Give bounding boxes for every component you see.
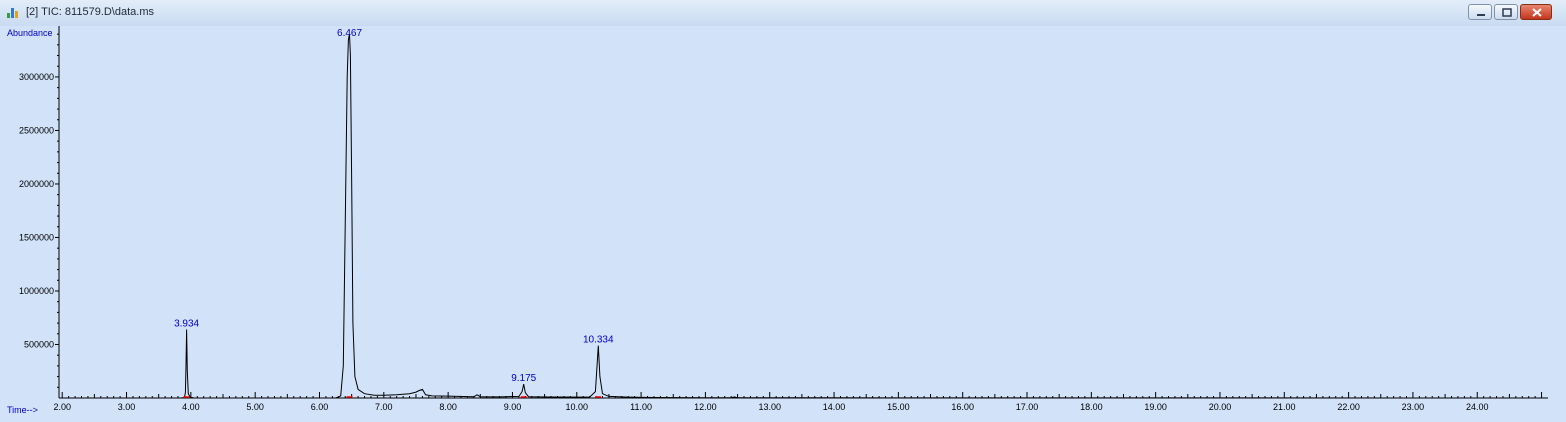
title-bar[interactable]: [2] TIC: 811579.D\data.ms	[0, 0, 1566, 27]
x-tick-label: 9.00	[504, 402, 522, 412]
y-axis-label: Abundance	[7, 28, 53, 38]
x-tick-label: 18.00	[1080, 402, 1103, 412]
x-tick-label: 24.00	[1466, 402, 1489, 412]
restore-button[interactable]	[1494, 4, 1518, 20]
x-tick-label: 12.00	[694, 402, 717, 412]
x-axis-label: Time-->	[7, 405, 38, 415]
x-tick-label: 13.00	[758, 402, 781, 412]
y-tick-label: 2500000	[19, 125, 54, 135]
chromatogram-chart: 500000 1000000 1500000 2000000 2500000 300000…	[7, 26, 1549, 415]
y-tick-label: 500000	[24, 339, 54, 349]
peak-label: 3.934	[174, 319, 199, 330]
x-tick-label: 22.00	[1337, 402, 1360, 412]
x-tick-label: 17.00	[1016, 402, 1039, 412]
y-tick-label: 1000000	[19, 286, 54, 296]
y-tick-label: 1500000	[19, 232, 54, 242]
x-tick-label: 16.00	[951, 402, 974, 412]
y-tick-label: 2000000	[19, 179, 54, 189]
peak-label: 9.175	[511, 373, 536, 384]
x-tick-label: 19.00	[1144, 402, 1167, 412]
x-tick-label: 6.00	[311, 402, 329, 412]
y-tick-label: 3000000	[19, 72, 54, 82]
chromatogram-plot[interactable]: 500000 1000000 1500000 2000000 2500000 300000…	[0, 26, 1566, 422]
minimize-button[interactable]	[1468, 4, 1492, 20]
x-tick-label: 20.00	[1209, 402, 1232, 412]
x-tick-label: 7.00	[375, 402, 393, 412]
peak-label: 6.467	[337, 28, 362, 39]
close-icon	[1532, 8, 1542, 17]
x-tick-label: 21.00	[1273, 402, 1296, 412]
window-title: [2] TIC: 811579.D\data.ms	[26, 6, 154, 18]
chromatogram-icon	[7, 8, 18, 18]
x-tick-label: 23.00	[1402, 402, 1425, 412]
peak-label: 10.334	[583, 335, 614, 346]
x-tick-label: 15.00	[887, 402, 910, 412]
x-tick-label: 10.00	[566, 402, 589, 412]
close-button[interactable]	[1520, 4, 1552, 20]
tic-trace-line	[59, 34, 1549, 399]
restore-icon	[1502, 8, 1512, 17]
x-tick-label: 14.00	[823, 402, 846, 412]
x-tick-label: 11.00	[630, 402, 652, 412]
minimize-icon	[1477, 14, 1485, 16]
x-tick-label: 8.00	[439, 402, 457, 412]
x-tick-label: 3.00	[118, 402, 136, 412]
x-tick-label: 2.00	[53, 402, 71, 412]
x-tick-label: 4.00	[182, 402, 200, 412]
x-tick-label: 5.00	[246, 402, 264, 412]
